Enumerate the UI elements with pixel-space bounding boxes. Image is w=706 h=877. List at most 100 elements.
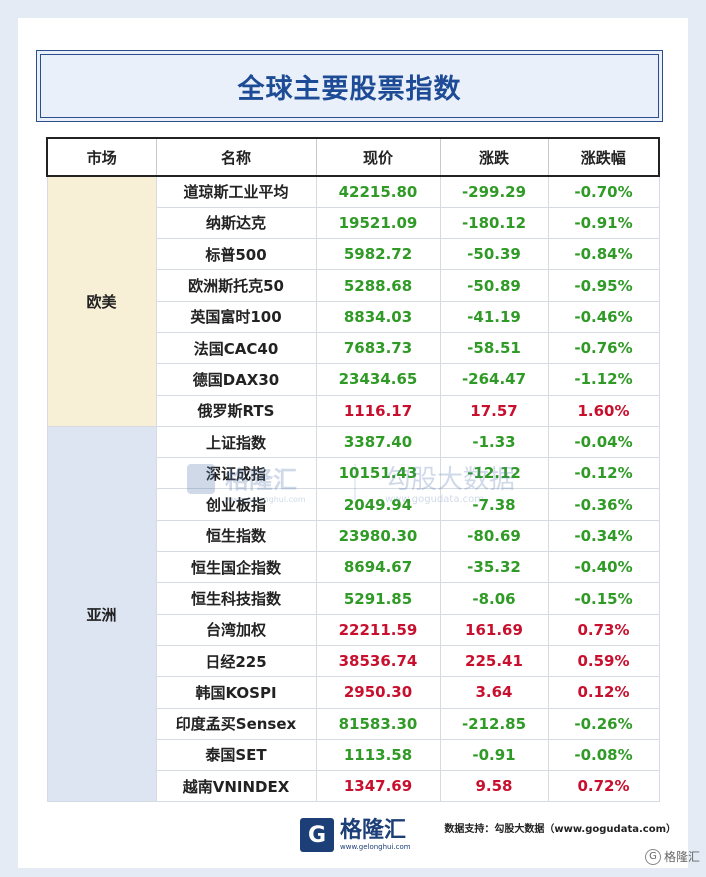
table-row: 泰国SET 1113.58 -0.91 -0.08%	[47, 738, 660, 772]
change-cell: -8.06	[439, 582, 549, 615]
price-cell: 22211.59	[315, 613, 441, 646]
price-cell: 23980.30	[315, 519, 441, 553]
pct-cell: -0.12%	[547, 457, 660, 490]
header-price: 现价	[315, 137, 441, 177]
pct-cell: -0.46%	[547, 300, 660, 333]
change-cell: -1.33	[439, 425, 549, 459]
name-cell: 欧洲斯托克50	[155, 269, 317, 302]
table-row: 英国富时100 8834.03 -41.19 -0.46%	[47, 300, 660, 333]
table-body: 欧美 道琼斯工业平均 42215.80 -299.29 -0.70% 纳斯达克 19521.…	[46, 175, 660, 803]
header-name: 名称	[155, 137, 317, 177]
change-cell: -12.12	[439, 457, 549, 490]
pct-cell: 0.59%	[547, 644, 660, 678]
price-cell: 8834.03	[315, 300, 441, 333]
change-cell: 225.41	[439, 644, 549, 678]
price-cell: 7683.73	[315, 331, 441, 365]
pct-cell: -0.91%	[547, 206, 660, 240]
table-row: 台湾加权 22211.59 161.69 0.73%	[47, 613, 660, 646]
corner-badge: G 格隆汇	[644, 848, 700, 865]
table-row: 欧洲斯托克50 5288.68 -50.89 -0.95%	[47, 269, 660, 302]
name-cell: 恒生国企指数	[155, 551, 317, 584]
price-cell: 19521.09	[315, 206, 441, 240]
table-row: 法国CAC40 7683.73 -58.51 -0.76%	[47, 331, 660, 365]
name-cell: 台湾加权	[155, 613, 317, 646]
change-cell: 161.69	[439, 613, 549, 646]
price-cell: 23434.65	[315, 363, 441, 396]
price-cell: 81583.30	[315, 707, 441, 740]
pct-cell: -0.36%	[547, 488, 660, 521]
name-cell: 越南VNINDEX	[155, 770, 317, 803]
gelonghui-logo-icon: G	[300, 818, 334, 852]
name-cell: 印度孟买Sensex	[155, 707, 317, 740]
name-cell: 恒生科技指数	[155, 582, 317, 615]
change-cell: 17.57	[439, 394, 549, 427]
corner-badge-text: 格隆汇	[663, 850, 700, 864]
pct-cell: -1.12%	[547, 363, 660, 396]
data-source: 数据支持：勾股大数据（www.gogudata.com）	[444, 824, 676, 835]
pct-cell: -0.76%	[547, 331, 660, 365]
market-cell: 欧美	[46, 175, 157, 427]
name-cell: 法国CAC40	[155, 331, 317, 365]
footer-brand-url: www.gelonghui.com	[340, 842, 411, 851]
corner-logo-icon: G	[644, 848, 661, 865]
pct-cell: -0.08%	[547, 738, 660, 772]
pct-cell: -0.84%	[547, 238, 660, 271]
pct-cell: 1.60%	[547, 394, 660, 427]
price-cell: 1116.17	[315, 394, 441, 427]
table-header-row: 市场 名称 现价 涨跌 涨跌幅	[46, 137, 660, 177]
price-cell: 3387.40	[315, 425, 441, 459]
page-title: 全球主要股票指数	[237, 73, 462, 105]
header-pct: 涨跌幅	[547, 137, 660, 177]
footer-logo: G 格隆汇 www.gelonghui.com	[300, 818, 411, 852]
change-cell: -299.29	[439, 175, 549, 208]
table-row: 恒生国企指数 8694.67 -35.32 -0.40%	[47, 551, 660, 584]
header-change: 涨跌	[439, 137, 549, 177]
table-row: 日经225 38536.74 225.41 0.59%	[47, 644, 660, 678]
name-cell: 英国富时100	[155, 300, 317, 333]
pct-cell: 0.12%	[547, 676, 660, 709]
change-cell: -264.47	[439, 363, 549, 396]
footer-brand: 格隆汇	[340, 817, 407, 843]
price-cell: 8694.67	[315, 551, 441, 584]
pct-cell: -0.40%	[547, 551, 660, 584]
name-cell: 标普500	[155, 238, 317, 271]
name-cell: 创业板指	[155, 488, 317, 521]
index-table: 市场 名称 现价 涨跌 涨跌幅 欧美 道琼斯工业平均 42215.80 -299.29…	[46, 137, 660, 803]
pct-cell: -0.34%	[547, 519, 660, 553]
name-cell: 纳斯达克	[155, 206, 317, 240]
price-cell: 1347.69	[315, 770, 441, 803]
price-cell: 5291.85	[315, 582, 441, 615]
change-cell: -80.69	[439, 519, 549, 553]
table-row: 亚洲 上证指数 3387.40 -1.33 -0.04%	[46, 425, 660, 803]
change-cell: -180.12	[439, 206, 549, 240]
change-cell: -35.32	[439, 551, 549, 584]
price-cell: 10151.43	[315, 457, 441, 490]
price-cell: 38536.74	[315, 644, 441, 678]
name-cell: 韩国KOSPI	[155, 676, 317, 709]
price-cell: 2049.94	[315, 488, 441, 521]
change-cell: 3.64	[439, 676, 549, 709]
change-cell: -0.91	[439, 738, 549, 772]
table-row: 标普500 5982.72 -50.39 -0.84%	[47, 238, 660, 271]
change-cell: 9.58	[439, 770, 549, 803]
price-cell: 5288.68	[315, 269, 441, 302]
change-cell: -212.85	[439, 707, 549, 740]
table-row: 越南VNINDEX 1347.69 9.58 0.72%	[47, 770, 660, 803]
name-cell: 泰国SET	[155, 738, 317, 772]
name-cell: 俄罗斯RTS	[155, 394, 317, 427]
name-cell: 恒生指数	[155, 519, 317, 553]
table-row: 欧美 道琼斯工业平均 42215.80 -299.29 -0.70%	[46, 175, 660, 427]
name-cell: 上证指数	[155, 425, 317, 459]
name-cell: 德国DAX30	[155, 363, 317, 396]
table-row: 纳斯达克 19521.09 -180.12 -0.91%	[47, 206, 660, 240]
header-market: 市场	[46, 137, 157, 177]
pct-cell: 0.72%	[547, 770, 660, 803]
price-cell: 1113.58	[315, 738, 441, 772]
change-cell: -50.39	[439, 238, 549, 271]
pct-cell: -0.15%	[547, 582, 660, 615]
table-row: 恒生指数 23980.30 -80.69 -0.34%	[47, 519, 660, 553]
table-row: 德国DAX30 23434.65 -264.47 -1.12%	[47, 363, 660, 396]
name-cell: 深证成指	[155, 457, 317, 490]
name-cell: 道琼斯工业平均	[155, 175, 317, 208]
market-cell: 亚洲	[46, 425, 157, 803]
